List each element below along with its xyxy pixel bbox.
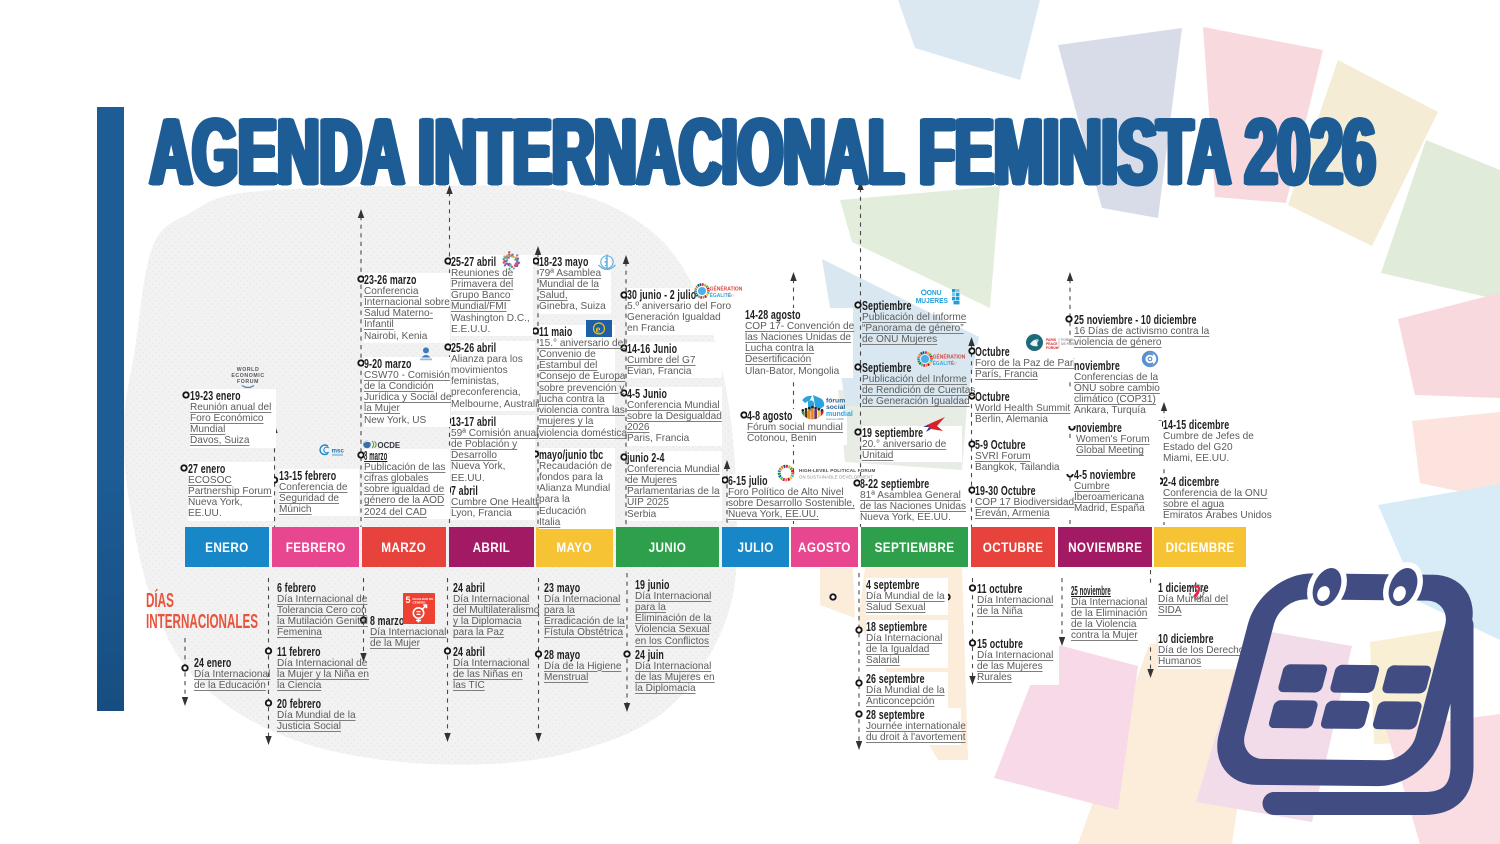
svg-text:FORUM: FORUM [1046, 346, 1059, 350]
svg-text:ÉGALITÉ: ÉGALITÉ [933, 359, 955, 367]
svg-text:mundial: mundial [826, 411, 853, 418]
svg-text:msc: msc [332, 448, 345, 455]
svg-text:FORUM: FORUM [1061, 338, 1074, 342]
svg-text:ONU: ONU [927, 289, 942, 297]
svg-text:fórum: fórum [826, 398, 845, 405]
svg-text:ONU: ONU [727, 293, 734, 297]
svg-text:ÉGALITÉ: ÉGALITÉ [710, 291, 732, 299]
svg-text:PEACE: PEACE [1046, 342, 1058, 346]
svg-text:DE PARIS: DE PARIS [1061, 342, 1078, 346]
svg-text:social: social [826, 404, 845, 411]
svg-text:5: 5 [406, 595, 411, 605]
svg-text:IGUALDAD DE: IGUALDAD DE [413, 597, 434, 601]
svg-text:Cotonou 2026: Cotonou 2026 [826, 417, 844, 421]
svg-text:MUJERES: MUJERES [916, 296, 948, 304]
svg-text:GÉNERO: GÉNERO [413, 600, 427, 605]
svg-text:PARIS: PARIS [1046, 338, 1057, 342]
svg-text:OCDE: OCDE [378, 441, 401, 450]
svg-text:ECONOMIC: ECONOMIC [231, 373, 264, 379]
svg-text:ONU: ONU [950, 361, 957, 365]
svg-text:ON SUSTAINABLE DEVELOPMENT: ON SUSTAINABLE DEVELOPMENT [799, 475, 873, 480]
svg-text:HIGH-LEVEL POLITICAL FORUM: HIGH-LEVEL POLITICAL FORUM [799, 468, 876, 473]
svg-text:WORLD: WORLD [237, 367, 260, 373]
svg-text:GÉNÉRATION: GÉNÉRATION [710, 284, 743, 292]
svg-text:FORUM: FORUM [237, 379, 259, 385]
svg-text:e: e [596, 324, 601, 336]
svg-text:GÉNÉRATION: GÉNÉRATION [933, 352, 966, 360]
